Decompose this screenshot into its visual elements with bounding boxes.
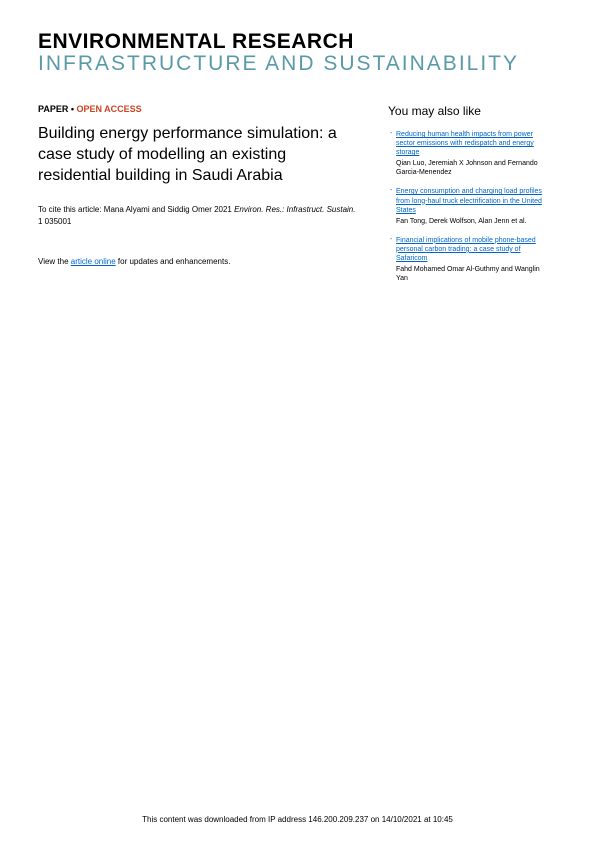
related-link[interactable]: Energy consumption and charging load pro… [396, 187, 548, 214]
related-link[interactable]: Reducing human health impacts from power… [396, 130, 548, 157]
sidebar-heading: You may also like [388, 104, 548, 118]
download-footer: This content was downloaded from IP addr… [0, 815, 595, 824]
citation-journal: Environ. Res.: Infrastruct. Sustain. [234, 205, 355, 214]
related-item: Energy consumption and charging load pro… [388, 187, 548, 225]
related-item: Financial implications of mobile phone-b… [388, 236, 548, 283]
sidebar: You may also like Reducing human health … [388, 104, 548, 293]
main-column: PAPER • OPEN ACCESS Building energy perf… [38, 104, 358, 293]
tag-open-access: OPEN ACCESS [77, 104, 142, 114]
article-online-link[interactable]: article online [71, 257, 116, 266]
journal-header: ENVIRONMENTAL RESEARCH INFRASTRUCTURE AN… [38, 30, 557, 76]
related-authors: Fahd Mohamed Omar Al-Guthmy and Wanglin … [396, 265, 548, 283]
paper-tags: PAPER • OPEN ACCESS [38, 104, 358, 114]
view-online-text: View the article online for updates and … [38, 257, 358, 266]
view-online-suffix: for updates and enhancements. [116, 257, 231, 266]
citation-prefix: To cite this article: Mana Alyami and Si… [38, 205, 234, 214]
related-authors: Fan Tong, Derek Wolfson, Alan Jenn et al… [396, 217, 548, 226]
citation-suffix: 1 035001 [38, 217, 71, 226]
related-link[interactable]: Financial implications of mobile phone-b… [396, 236, 548, 263]
journal-title-line2: INFRASTRUCTURE AND SUSTAINABILITY [38, 52, 557, 76]
tag-separator: • [68, 104, 76, 114]
citation-text: To cite this article: Mana Alyami and Si… [38, 204, 358, 226]
footer-text: This content was downloaded from IP addr… [142, 815, 453, 824]
tag-paper: PAPER [38, 104, 68, 114]
view-online-prefix: View the [38, 257, 71, 266]
paper-title: Building energy performance simulation: … [38, 124, 358, 186]
journal-title-line1: ENVIRONMENTAL RESEARCH [38, 30, 557, 54]
related-item: Reducing human health impacts from power… [388, 130, 548, 177]
related-authors: Qian Luo, Jeremiah X Johnson and Fernand… [396, 159, 548, 177]
